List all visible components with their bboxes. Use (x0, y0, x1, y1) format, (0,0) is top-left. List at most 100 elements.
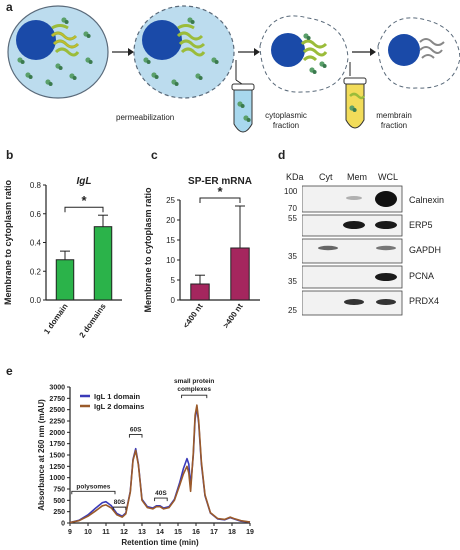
significance-bracket (64, 206, 104, 213)
bar (93, 226, 113, 301)
y-tick-label: 5 (171, 276, 176, 285)
y-tick-label: 3000 (49, 385, 65, 392)
y-tick-label: 1750 (49, 441, 65, 448)
western-blot (302, 185, 403, 316)
y-tick-label: 0.6 (30, 210, 42, 219)
y-tick-label: 750 (53, 487, 65, 494)
x-tick-label: 13 (138, 529, 146, 536)
y-axis-label: Absorbance at 260 nm (mAU) (37, 399, 46, 511)
annotation-bracket (128, 434, 143, 438)
sp-er-mrna-bar-chart: SP-ER mRNA 0 5 10 15 20 25 Membrane to cytoplas… (143, 176, 260, 330)
step-membrain-fraction: membrain fraction (376, 111, 412, 130)
bar (55, 259, 75, 301)
series-line-2 (69, 404, 251, 524)
panel-c-label: c (151, 148, 158, 162)
marker-100: 100 (284, 187, 298, 196)
marker-55: 55 (288, 214, 297, 223)
x-tick-label: 10 (84, 529, 92, 536)
x-tick-label: 17 (210, 529, 218, 536)
protein-erp5: ERP5 (409, 220, 433, 230)
y-tick-label: 2500 (49, 407, 65, 414)
annotation-label: polysomes (76, 483, 110, 490)
y-tick-label: 10 (166, 256, 175, 265)
protein-calnexin: Calnexin (409, 195, 445, 205)
col-mem: Mem (347, 172, 367, 182)
annotation-label: 60S (130, 427, 142, 434)
annotation-label: 40S (155, 490, 167, 497)
annotation-label: 80S (114, 499, 126, 506)
y-tick-label: 1500 (49, 453, 65, 460)
y-tick-label: 1250 (49, 464, 65, 471)
y-tick-label: 1000 (49, 475, 65, 482)
x-axis-label: Retention time (min) (121, 538, 199, 547)
y-tick-label: 2250 (49, 419, 65, 426)
cytoplasmic-tube (231, 79, 255, 133)
y-tick-label: 250 (53, 509, 65, 516)
polysome-profile-chart: 0 250 500 750 1000 1250 1500 1750 2000 2250 2500 27… (37, 378, 254, 547)
significance-star: * (217, 184, 223, 199)
panel-e-label: e (6, 364, 13, 378)
annotation-label: small protein (174, 378, 214, 385)
y-axis-label: Membrane to cytoplasm ratio (143, 187, 153, 313)
annotation-bracket (71, 490, 116, 495)
protein-pcna: PCNA (409, 271, 435, 281)
chart-title: SP-ER mRNA (188, 176, 252, 187)
y-tick-label: 0 (171, 296, 176, 305)
marker-35a: 35 (288, 252, 297, 261)
x-tick-label: 2 domains (78, 302, 108, 340)
y-tick-label: 0.0 (30, 296, 42, 305)
x-tick-label: 18 (228, 529, 236, 536)
col-wcl: WCL (378, 172, 398, 182)
y-tick-label: 2000 (49, 430, 65, 437)
x-tick-label: 1 domain (42, 302, 70, 336)
annotation-bracket (154, 497, 168, 502)
significance-star: * (81, 193, 87, 208)
x-tick-label: 19 (246, 529, 254, 536)
y-axis-label: Membrane to cytoplasm ratio (3, 179, 13, 305)
x-tick-label: 16 (192, 529, 200, 536)
legend-label: IgL 2 domains (94, 402, 144, 411)
intact-cell (7, 5, 109, 99)
permeabilized-cell (133, 5, 235, 99)
chart-title: IgL (77, 176, 92, 187)
y-tick-label: 0.2 (30, 267, 42, 276)
x-tick-label: 15 (174, 529, 182, 536)
igl-bar-chart: IgL 0.0 0.2 0.4 0.6 0.8 Membrane to cytoplasm … (3, 176, 122, 340)
step-permeabilization: permeabilization (116, 113, 175, 122)
annotation-bracket (181, 394, 208, 399)
panel-d-label: d (278, 148, 286, 162)
step-cytoplasmic-fraction: cytoplasmic fraction (265, 111, 307, 130)
x-tick-label: 14 (156, 529, 164, 536)
x-tick-label: <400 nt (181, 302, 205, 330)
annotation-label: complexes (177, 386, 211, 393)
x-tick-label: >400 nt (221, 302, 245, 330)
protein-gapdh: GAPDH (409, 245, 442, 255)
marker-70: 70 (288, 204, 297, 213)
panel-a-schematic (7, 5, 460, 133)
bar (230, 247, 250, 301)
x-tick-label: 12 (120, 529, 128, 536)
significance-bracket (199, 197, 241, 203)
y-tick-label: 0 (61, 521, 65, 528)
col-cyt: Cyt (319, 172, 333, 182)
y-tick-label: 0.4 (30, 239, 42, 248)
y-tick-label: 25 (166, 196, 175, 205)
y-tick-label: 2750 (49, 396, 65, 403)
panel-b-label: b (6, 148, 14, 162)
legend-label: IgL 1 domain (94, 392, 141, 401)
protein-prdx4: PRDX4 (409, 296, 440, 306)
marker-25: 25 (288, 306, 297, 315)
x-tick-label: 9 (68, 529, 72, 536)
panel-a-label: a (6, 0, 13, 14)
washed-cell (259, 15, 349, 93)
annotation-bracket (112, 506, 127, 511)
bar (190, 283, 210, 301)
marker-35b: 35 (288, 277, 297, 286)
series-line-1 (69, 406, 251, 524)
membrane-tube (343, 77, 367, 129)
y-tick-label: 15 (166, 236, 175, 245)
y-tick-label: 500 (53, 498, 65, 505)
y-tick-label: 20 (166, 216, 175, 225)
x-tick-label: 11 (102, 529, 110, 536)
kda-label: KDa (286, 172, 304, 182)
